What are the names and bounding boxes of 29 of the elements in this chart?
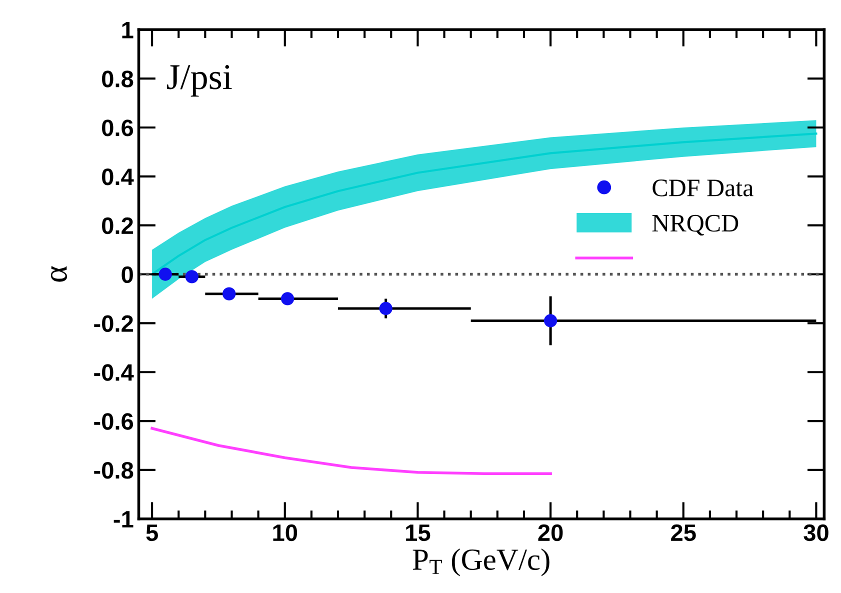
y-tick-label: -0.2	[94, 315, 133, 332]
x-axis-title: P$_{T}$ (GeV/c)	[412, 548, 550, 576]
point	[280, 292, 294, 306]
point	[185, 270, 198, 284]
y-tick-label: 0.2	[102, 217, 133, 234]
point	[544, 314, 558, 328]
y-tick-label: 1	[122, 22, 134, 38]
point	[158, 268, 172, 281]
y-tick-label: 0.6	[102, 120, 134, 136]
y-tick-label: -0.8	[94, 462, 134, 479]
x-tick-label: 5	[146, 524, 158, 542]
legend-label: CDF Data	[652, 180, 754, 196]
x-tick-label: 20	[538, 524, 563, 542]
point	[379, 302, 392, 316]
x-tick-label: 30	[804, 524, 828, 542]
legend-label: NRQCD	[652, 214, 738, 236]
y-axis-title: α	[50, 266, 68, 282]
y-tick-label: 0.4	[102, 168, 134, 186]
y-tick-label: -0.6	[94, 413, 134, 430]
y-tick-label: -1	[114, 511, 134, 528]
x-tick-label: 10	[273, 524, 298, 542]
y-tick-label: 0.8	[102, 70, 134, 88]
line-series	[150, 426, 552, 476]
x-tick-label: 25	[671, 524, 696, 542]
y-tick-label: 0	[122, 266, 133, 284]
x-tick-label: 15	[406, 524, 430, 542]
y-tick-label: -0.4	[94, 364, 134, 381]
annotation: J/psi	[166, 65, 232, 97]
point	[222, 287, 236, 300]
